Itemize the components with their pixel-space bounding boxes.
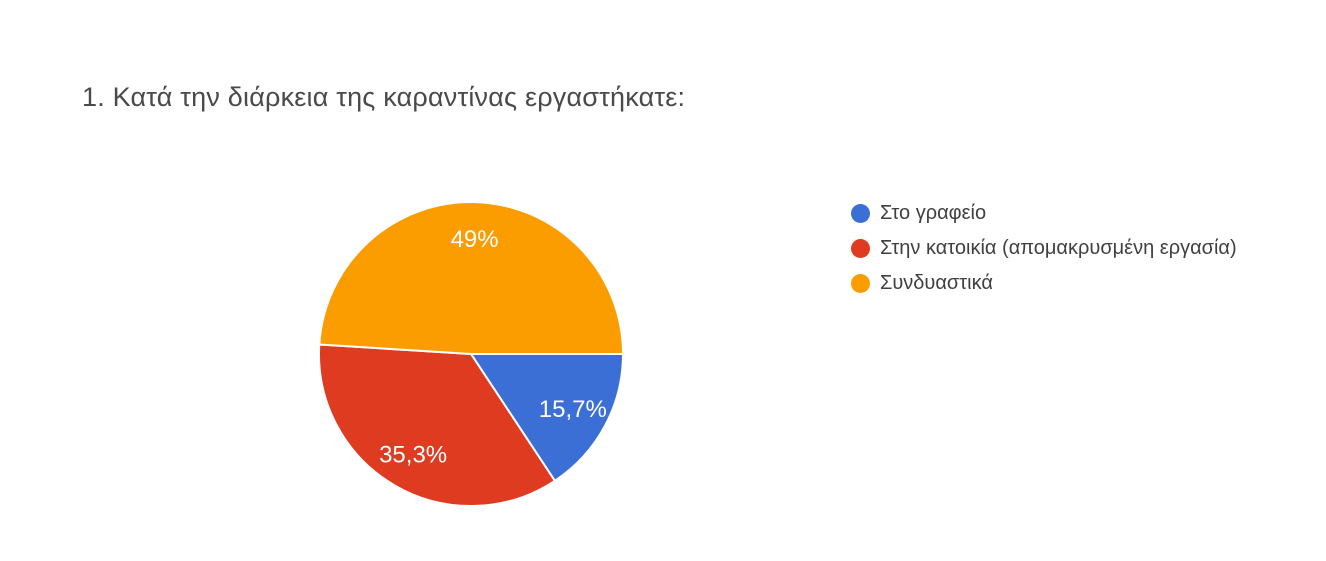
pie-slice-percentage-label: 35,3% — [379, 441, 447, 468]
legend-label: Στην κατοικία (απομακρυσμένη εργασία) — [880, 237, 1237, 259]
pie-slice-percentage-label: 49% — [451, 226, 499, 253]
legend-swatch-home — [851, 239, 870, 258]
pie-slice-percentage-label: 15,7% — [539, 396, 607, 423]
pie-slice-1 — [318, 343, 556, 507]
pie-slice-0 — [470, 353, 624, 482]
chart-legend: Στο γραφείο Στην κατοικία (απομακρυσμένη… — [851, 200, 1237, 305]
legend-label: Στο γραφείο — [880, 202, 987, 224]
legend-item-combined: Συνδυαστικά — [851, 270, 1237, 297]
legend-swatch-combined — [851, 274, 870, 293]
pie-chart: 15,7% 35,3% 49% — [318, 201, 624, 507]
question-title: 1. Κατά την διάρκεια της καραντίνας εργα… — [82, 82, 686, 112]
legend-swatch-office — [851, 204, 870, 223]
pie-slice-2 — [318, 201, 624, 355]
legend-label: Συνδυαστικά — [880, 272, 993, 294]
legend-item-office: Στο γραφείο — [851, 200, 1237, 227]
legend-item-home: Στην κατοικία (απομακρυσμένη εργασία) — [851, 235, 1237, 262]
